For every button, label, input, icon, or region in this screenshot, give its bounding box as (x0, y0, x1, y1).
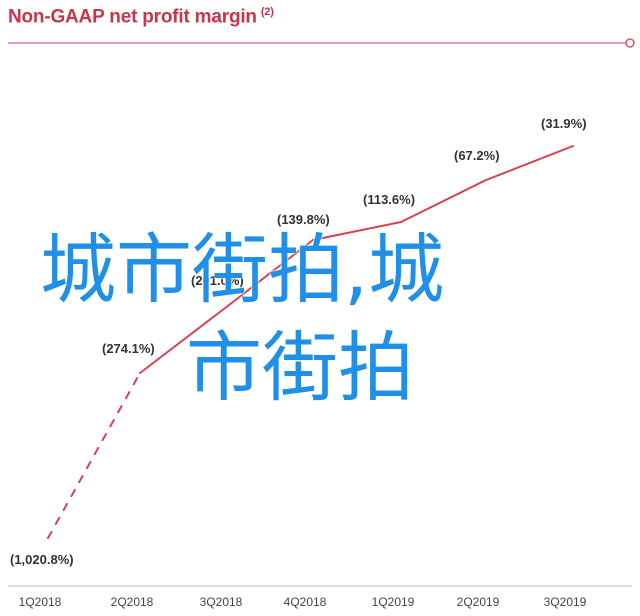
chart-title-note: (2) (260, 6, 274, 18)
x-tick-label-1Q2019: 1Q2019 (372, 595, 415, 609)
data-label-3Q2018: (201.0%) (191, 273, 244, 288)
data-label-3Q2019: (31.9%) (541, 116, 587, 131)
series-segment-2 (139, 304, 230, 374)
data-label-2Q2019: (67.2%) (454, 148, 500, 163)
x-tick-label-4Q2018: 4Q2018 (284, 595, 327, 609)
data-label-4Q2018: (139.8%) (277, 212, 330, 227)
series-segment-6 (485, 145, 574, 181)
data-label-2Q2018: (274.1%) (102, 341, 155, 356)
x-tick-label-1Q2018: 1Q2018 (19, 595, 62, 609)
title-rule-end-marker (625, 38, 635, 48)
x-tick-label-2Q2019: 2Q2019 (457, 595, 500, 609)
x-tick-label-2Q2018: 2Q2018 (111, 595, 154, 609)
data-label-1Q2019: (113.6%) (363, 192, 415, 207)
series-segment-5 (400, 179, 487, 223)
series-segment-4 (312, 221, 402, 241)
x-tick-label-3Q2018: 3Q2018 (200, 595, 243, 609)
x-tick-label-3Q2019: 3Q2019 (544, 595, 587, 609)
series-segment-3 (228, 239, 314, 306)
chart-title: Non-GAAP net profit margin (2) (8, 6, 274, 28)
data-label-1Q2018: (1,020.8%) (10, 552, 74, 567)
series-segment-1 (47, 372, 141, 539)
chart-title-text: Non-GAAP net profit margin (8, 6, 257, 28)
